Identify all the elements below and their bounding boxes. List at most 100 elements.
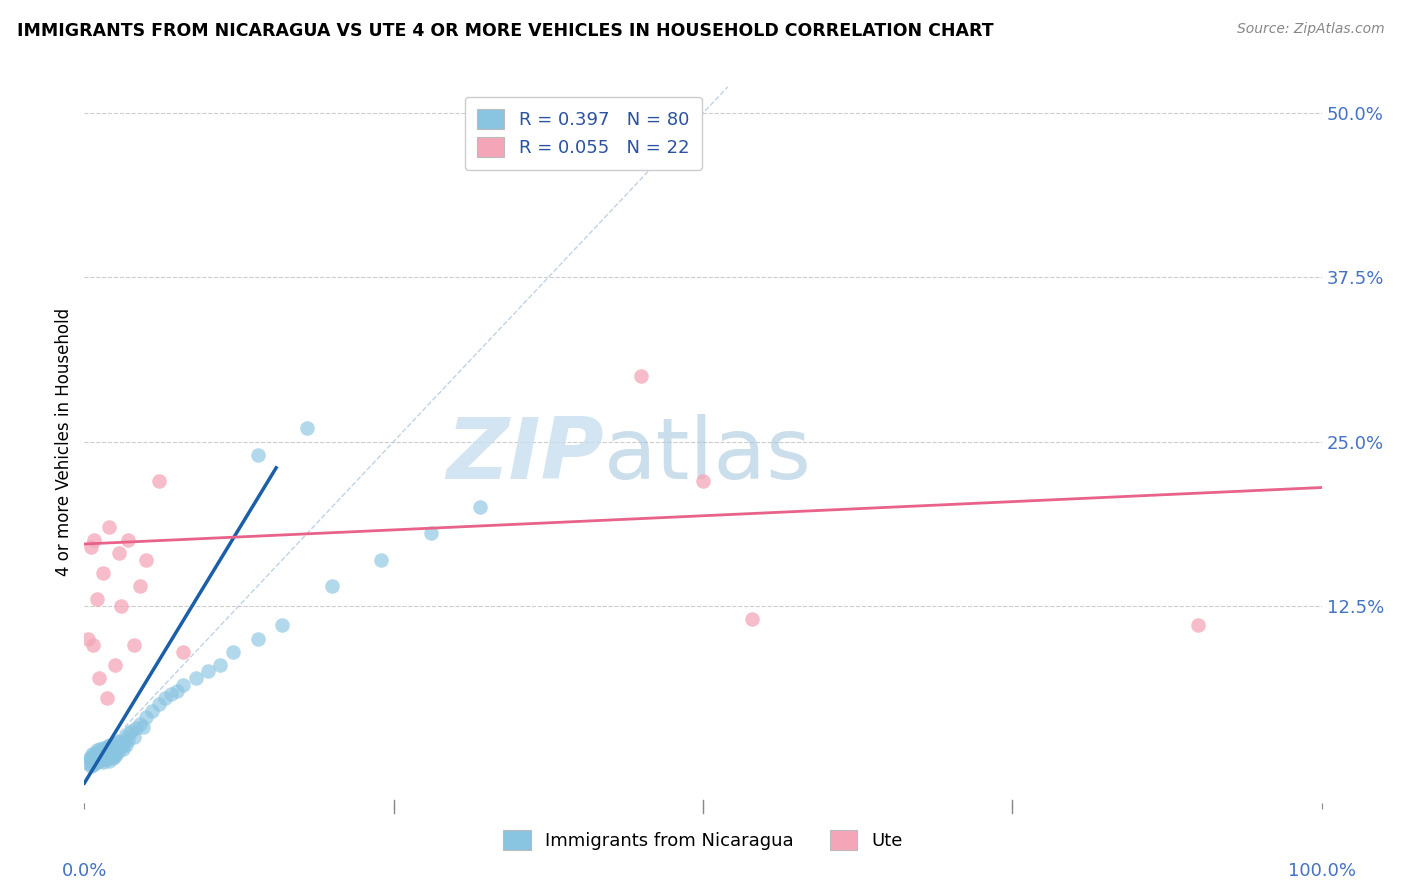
Point	[135, 710, 157, 724]
Point	[118, 726, 141, 740]
Point	[110, 739, 132, 754]
Point	[79, 749, 101, 764]
Point	[98, 738, 121, 752]
Point	[120, 723, 142, 738]
Point	[184, 671, 207, 685]
Point	[107, 735, 129, 749]
Text: 0.0%: 0.0%	[62, 862, 107, 880]
Point	[112, 737, 135, 751]
Point	[89, 742, 111, 756]
Point	[94, 742, 117, 756]
Point	[89, 754, 111, 768]
Text: atlas: atlas	[605, 415, 813, 498]
Point	[89, 751, 111, 765]
Point	[94, 749, 117, 764]
Point	[84, 756, 107, 771]
Point	[470, 500, 492, 515]
Point	[692, 474, 714, 488]
Point	[111, 742, 134, 756]
Text: IMMIGRANTS FROM NICARAGUA VS UTE 4 OR MORE VEHICLES IN HOUSEHOLD CORRELATION CHA: IMMIGRANTS FROM NICARAGUA VS UTE 4 OR MO…	[17, 22, 994, 40]
Point	[97, 739, 120, 754]
Point	[84, 746, 107, 760]
Point	[96, 690, 118, 705]
Point	[100, 749, 122, 764]
Point	[93, 745, 115, 759]
Text: 100.0%: 100.0%	[1288, 862, 1355, 880]
Point	[87, 752, 110, 766]
Point	[122, 638, 145, 652]
Point	[91, 566, 114, 580]
Point	[271, 618, 294, 632]
Point	[117, 732, 139, 747]
Point	[129, 579, 152, 593]
Point	[246, 632, 269, 646]
Point	[80, 747, 103, 762]
Point	[148, 474, 170, 488]
Point	[98, 747, 121, 762]
Point	[129, 717, 152, 731]
Point	[108, 743, 131, 757]
Point	[83, 748, 105, 763]
Point	[93, 751, 115, 765]
Text: Source: ZipAtlas.com: Source: ZipAtlas.com	[1237, 22, 1385, 37]
Point	[246, 448, 269, 462]
Point	[98, 743, 121, 757]
Point	[90, 752, 112, 766]
Legend: Immigrants from Nicaragua, Ute: Immigrants from Nicaragua, Ute	[495, 821, 911, 859]
Point	[105, 746, 128, 760]
Point	[135, 553, 157, 567]
Point	[172, 677, 194, 691]
Point	[148, 698, 170, 712]
Point	[90, 746, 112, 760]
Point	[108, 546, 131, 560]
Point	[82, 751, 104, 765]
Point	[419, 526, 441, 541]
Point	[141, 704, 163, 718]
Point	[197, 665, 219, 679]
Point	[131, 720, 153, 734]
Point	[79, 752, 101, 766]
Point	[79, 540, 101, 554]
Point	[100, 742, 122, 756]
Point	[96, 752, 118, 766]
Y-axis label: 4 or more Vehicles in Household: 4 or more Vehicles in Household	[55, 308, 73, 575]
Point	[295, 421, 318, 435]
Point	[82, 638, 104, 652]
Point	[104, 748, 127, 763]
Point	[101, 751, 124, 765]
Point	[89, 745, 111, 759]
Point	[91, 748, 114, 763]
Point	[77, 632, 100, 646]
Point	[87, 747, 110, 762]
Point	[122, 730, 145, 744]
Point	[370, 553, 392, 567]
Point	[83, 533, 105, 547]
Point	[110, 734, 132, 748]
Point	[86, 749, 108, 764]
Point	[89, 671, 111, 685]
Point	[79, 759, 101, 773]
Point	[97, 748, 120, 763]
Point	[114, 730, 136, 744]
Point	[103, 737, 125, 751]
Point	[101, 745, 124, 759]
Point	[1187, 618, 1209, 632]
Point	[91, 755, 114, 769]
Point	[166, 684, 188, 698]
Point	[91, 740, 114, 755]
Point	[86, 743, 108, 757]
Point	[209, 657, 232, 672]
Point	[104, 740, 127, 755]
Point	[115, 738, 138, 752]
Point	[160, 687, 183, 701]
Point	[222, 645, 245, 659]
Point	[80, 755, 103, 769]
Point	[172, 645, 194, 659]
Point	[117, 533, 139, 547]
Point	[82, 757, 104, 772]
Point	[86, 755, 108, 769]
Point	[96, 746, 118, 760]
Point	[104, 657, 127, 672]
Point	[98, 754, 121, 768]
Point	[110, 599, 132, 613]
